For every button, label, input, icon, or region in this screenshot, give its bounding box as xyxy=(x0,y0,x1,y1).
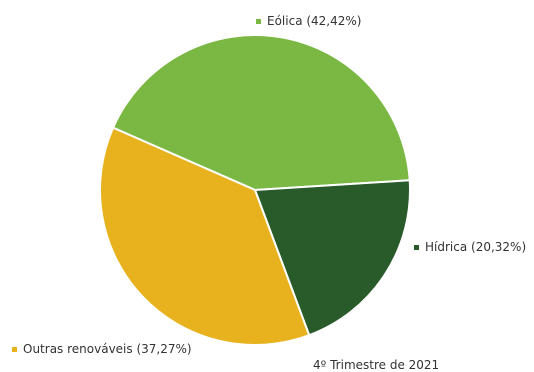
legend-label-eolica: Eólica (42,42%) xyxy=(267,14,362,28)
pie-slice-hidrica xyxy=(254,179,411,337)
legend-swatch-outras xyxy=(12,346,17,352)
legend-label-outras: Outras renováveis (37,27%) xyxy=(23,342,192,356)
pie-slice-outras xyxy=(99,126,311,346)
legend-item-outras: Outras renováveis (37,27%) xyxy=(12,342,192,356)
chart-caption: 4º Trimestre de 2021 xyxy=(313,358,440,372)
legend-swatch-hidrica xyxy=(414,244,419,250)
pie-slice-eolica xyxy=(112,34,411,191)
legend-label-hidrica: Hídrica (20,32%) xyxy=(425,240,527,254)
legend-item-hidrica: Hídrica (20,32%) xyxy=(414,240,526,254)
legend-item-eolica: Eólica (42,42%) xyxy=(256,14,361,28)
legend-swatch-eolica xyxy=(256,18,261,24)
